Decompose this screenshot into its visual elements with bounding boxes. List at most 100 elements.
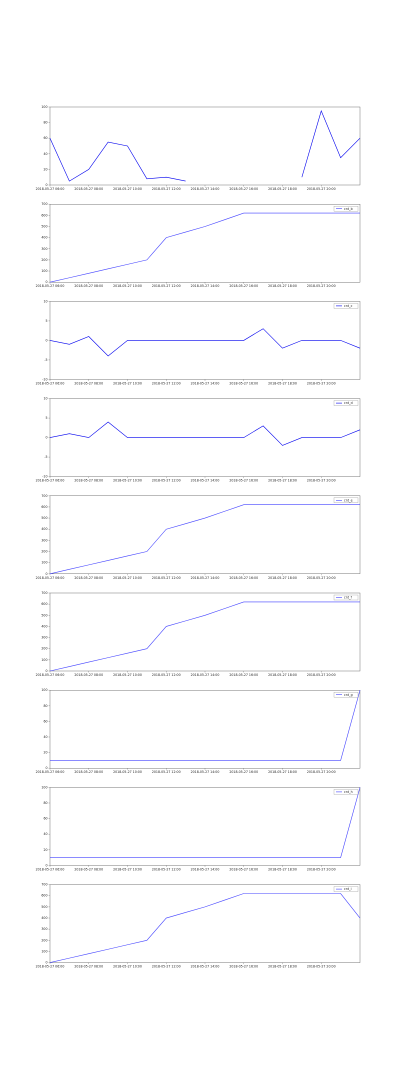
x-tick-label: 2018-05-27 08:00 [74, 867, 103, 871]
x-tick-label: 2018-05-27 18:00 [268, 381, 297, 385]
y-tick-label: -10 [42, 377, 47, 381]
x-tick-label: 2018-05-27 14:00 [191, 673, 220, 677]
legend-box [333, 594, 359, 601]
y-tick-label: 10 [43, 397, 47, 401]
legend-label: cnt_f [344, 596, 353, 600]
y-tick-label: 700 [41, 494, 47, 498]
x-tick-label: 2018-05-27 16:00 [229, 187, 258, 191]
y-tick-label: 600 [41, 894, 47, 898]
y-tick-label: 200 [41, 550, 47, 554]
legend-label: cnt_h [344, 790, 353, 794]
x-tick-label: 2018-05-27 20:00 [307, 770, 336, 774]
y-tick-label: 200 [41, 258, 47, 262]
series-line [49, 421, 361, 446]
y-tick-label: 300 [41, 927, 47, 931]
plot-frame [49, 787, 361, 866]
y-tick-label: 600 [41, 602, 47, 606]
y-tick-label: 300 [41, 538, 47, 542]
x-tick-label: 2018-05-27 14:00 [191, 770, 220, 774]
x-tick-label: 2018-05-27 06:00 [36, 381, 65, 385]
x-tick-label: 2018-05-27 08:00 [74, 187, 103, 191]
legend-box [333, 303, 359, 309]
y-tick-label: 500 [41, 613, 47, 617]
x-tick-label: 2018-05-27 08:00 [74, 381, 103, 385]
x-tick-label: 2018-05-27 08:00 [74, 965, 103, 969]
series-line [49, 212, 360, 283]
y-tick-label: 40 [43, 735, 47, 739]
x-tick-label: 2018-05-27 08:00 [74, 576, 103, 580]
legend-box [333, 789, 359, 795]
x-tick-label: 2018-05-27 18:00 [268, 284, 297, 288]
y-tick-label: 80 [43, 801, 47, 805]
x-tick-label: 2018-05-27 20:00 [307, 673, 336, 677]
series-line [49, 328, 361, 357]
series-line [49, 601, 360, 672]
y-tick-label: 80 [43, 121, 47, 125]
x-tick-label: 2018-05-27 10:00 [113, 381, 142, 385]
x-tick-label: 2018-05-27 12:00 [152, 673, 181, 677]
x-tick-label: 2018-05-27 10:00 [113, 770, 142, 774]
y-tick-label: 100 [41, 949, 47, 953]
x-tick-label: 2018-05-27 06:00 [36, 479, 65, 483]
x-tick-label: 2018-05-27 12:00 [152, 770, 181, 774]
y-tick-label: 0 [45, 961, 47, 965]
x-tick-label: 2018-05-27 18:00 [268, 965, 297, 969]
x-tick-label: 2018-05-27 12:00 [152, 479, 181, 483]
legend-box [333, 206, 359, 212]
y-tick-label: 500 [41, 224, 47, 228]
y-tick-label: 100 [41, 269, 47, 273]
x-tick-label: 2018-05-27 14:00 [191, 284, 220, 288]
x-tick-label: 2018-05-27 16:00 [229, 576, 258, 580]
x-tick-label: 2018-05-27 18:00 [268, 576, 297, 580]
x-tick-label: 2018-05-27 06:00 [36, 187, 65, 191]
x-tick-label: 2018-05-27 12:00 [152, 867, 181, 871]
x-tick-label: 2018-05-27 12:00 [152, 187, 181, 191]
legend-label: cnt_b [344, 207, 353, 211]
x-tick-label: 2018-05-27 18:00 [268, 187, 297, 191]
x-tick-label: 2018-05-27 12:00 [152, 381, 181, 385]
x-tick-label: 2018-05-27 06:00 [36, 673, 65, 677]
plot-frame [49, 884, 361, 963]
y-tick-label: 60 [43, 136, 47, 140]
legend-label: cnt_g [344, 693, 353, 697]
y-tick-label: 40 [43, 152, 47, 156]
x-tick-label: 2018-05-27 16:00 [229, 673, 258, 677]
x-tick-label: 2018-05-27 20:00 [307, 381, 336, 385]
plot-frame [49, 690, 361, 769]
x-tick-label: 2018-05-27 18:00 [268, 673, 297, 677]
y-tick-label: 0 [45, 338, 47, 342]
y-tick-label: 0 [45, 280, 47, 284]
x-tick-label: 2018-05-27 06:00 [36, 965, 65, 969]
x-tick-label: 2018-05-27 14:00 [191, 187, 220, 191]
y-tick-label: 0 [45, 863, 47, 867]
y-tick-label: 100 [41, 785, 47, 789]
x-tick-label: 2018-05-27 10:00 [113, 479, 142, 483]
x-tick-label: 2018-05-27 16:00 [229, 479, 258, 483]
x-tick-label: 2018-05-27 14:00 [191, 867, 220, 871]
y-tick-label: 400 [41, 527, 47, 531]
x-tick-label: 2018-05-27 14:00 [191, 576, 220, 580]
legend-box [333, 692, 359, 698]
y-tick-label: 400 [41, 236, 47, 240]
y-tick-label: 100 [41, 105, 47, 109]
x-tick-label: 2018-05-27 20:00 [307, 965, 336, 969]
x-tick-label: 2018-05-27 16:00 [229, 284, 258, 288]
plot-frame [49, 495, 361, 574]
x-tick-label: 2018-05-27 12:00 [152, 284, 181, 288]
y-tick-label: 700 [41, 202, 47, 206]
series-line [49, 109, 361, 182]
series-line [49, 504, 360, 575]
legend-box [333, 886, 359, 892]
legend-label: cnt_d [344, 401, 353, 405]
y-tick-label: 400 [41, 624, 47, 628]
x-tick-label: 2018-05-27 18:00 [268, 867, 297, 871]
y-tick-label: -5 [44, 455, 47, 459]
series-line [50, 787, 361, 858]
plot-frame [49, 203, 361, 283]
y-tick-label: 40 [43, 832, 47, 836]
x-tick-label: 2018-05-27 16:00 [229, 770, 258, 774]
x-tick-label: 2018-05-27 10:00 [113, 965, 142, 969]
x-tick-label: 2018-05-27 20:00 [307, 284, 336, 288]
y-tick-label: 5 [45, 319, 47, 323]
